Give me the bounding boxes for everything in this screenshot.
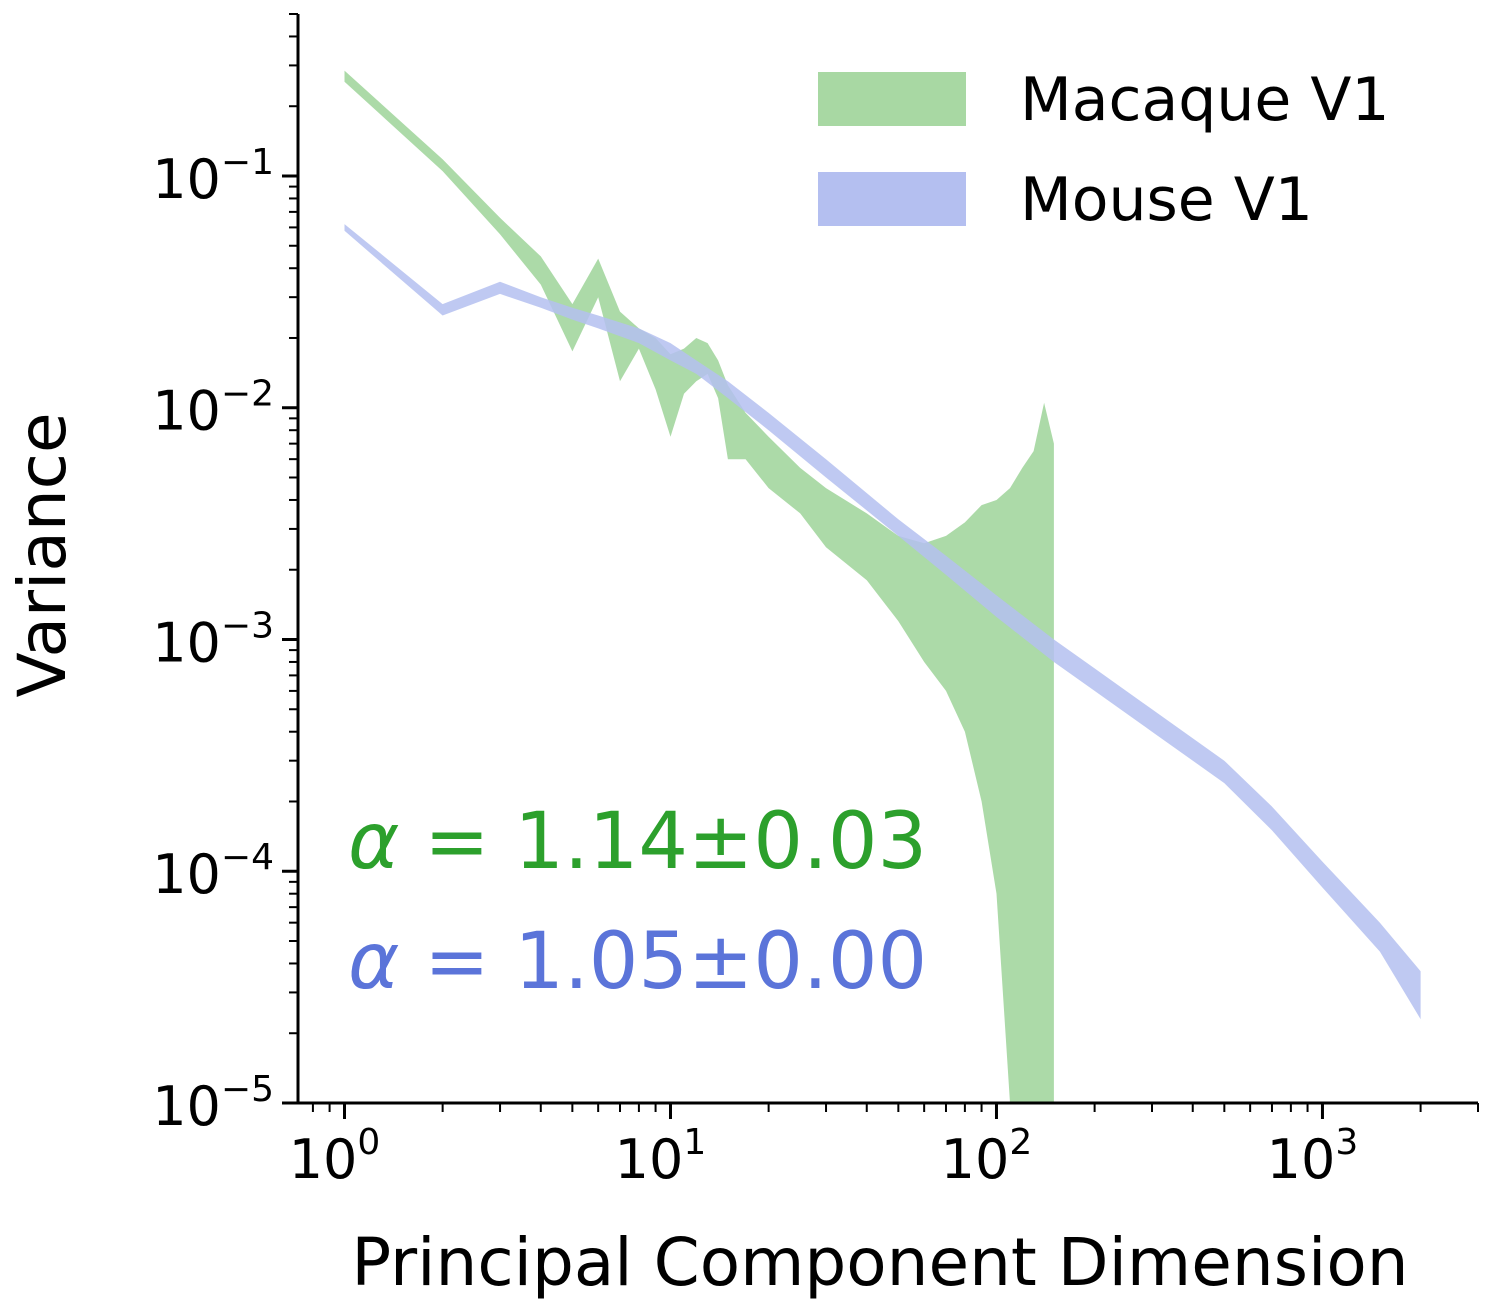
- alpha-annotation: α = 1.05±0.00: [348, 917, 927, 1007]
- y-tick-label: 10−5: [152, 1069, 274, 1138]
- x-tick-label: 100: [289, 1122, 381, 1191]
- x-axis-label: Principal Component Dimension: [351, 1224, 1408, 1301]
- y-tick-label: 10−3: [152, 605, 274, 674]
- y-tick-label: 10−1: [152, 142, 274, 211]
- legend-label: Mouse V1: [1020, 165, 1313, 235]
- series-band-macaque-v1: [344, 70, 1054, 1104]
- x-tick-label: 103: [1267, 1122, 1359, 1191]
- legend-swatch: [818, 172, 966, 226]
- alpha-annotation: α = 1.14±0.03: [348, 797, 927, 887]
- series-bands: [344, 70, 1421, 1104]
- y-tick-label: 10−2: [152, 374, 274, 443]
- axes: [296, 14, 1478, 1105]
- y-tick-label: 10−4: [152, 837, 274, 906]
- x-tick-label: 102: [941, 1122, 1033, 1191]
- legend: Macaque V1 Mouse V1: [818, 65, 1390, 235]
- y-ticks: 10−1 10−2 10−3 10−4 10−5: [152, 13, 298, 1138]
- x-ticks: 100 101 102 103: [289, 1103, 1479, 1191]
- legend-swatch: [818, 72, 966, 126]
- series-band-mouse-v1: [344, 224, 1421, 1020]
- y-axis-label: Variance: [4, 412, 81, 697]
- legend-label: Macaque V1: [1020, 65, 1390, 135]
- x-tick-label: 101: [615, 1122, 707, 1191]
- annotations: α = 1.14±0.03 α = 1.05±0.00: [348, 797, 927, 1007]
